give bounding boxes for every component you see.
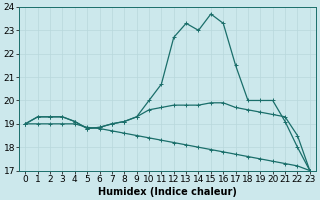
- X-axis label: Humidex (Indice chaleur): Humidex (Indice chaleur): [98, 187, 237, 197]
